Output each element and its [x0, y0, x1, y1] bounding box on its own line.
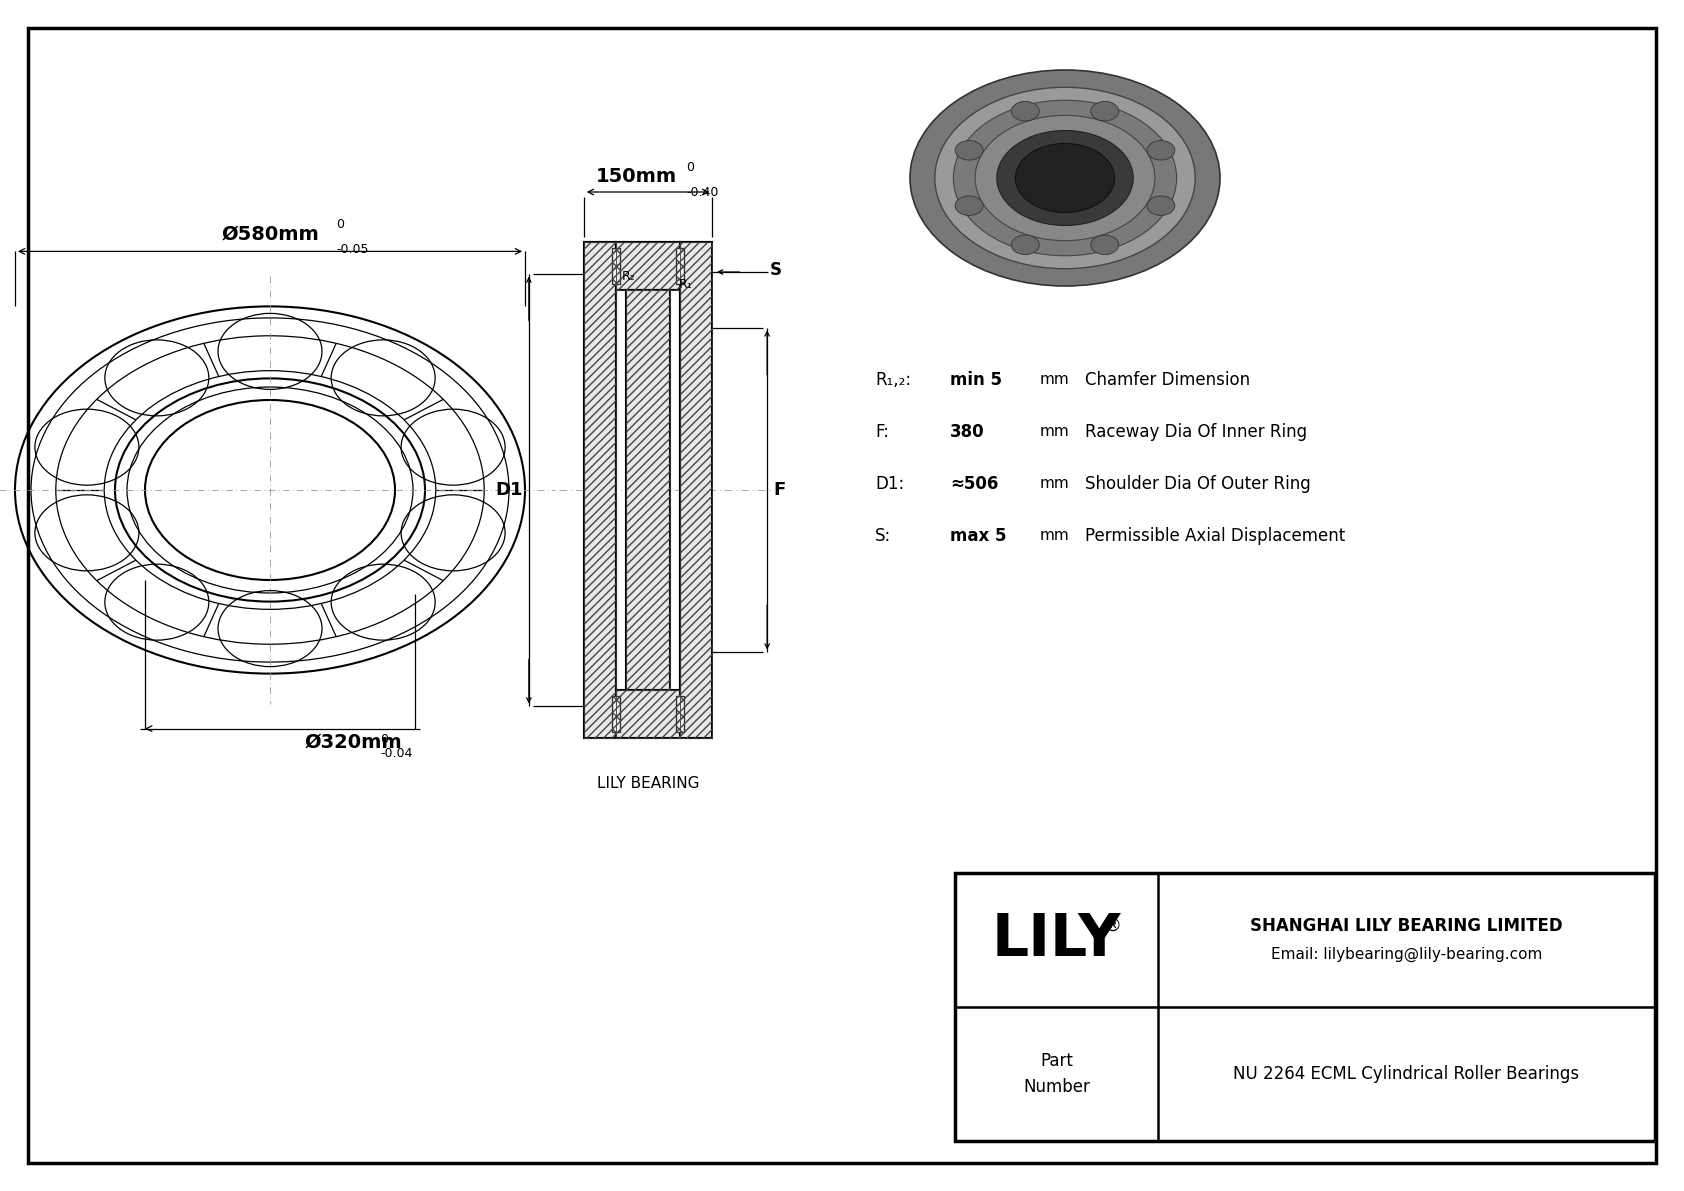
Text: 150mm: 150mm [596, 167, 677, 186]
Bar [584, 242, 616, 738]
Bar [677, 248, 684, 283]
Text: F:: F: [876, 423, 889, 441]
Bar [626, 289, 670, 690]
Ellipse shape [997, 131, 1133, 225]
Text: ®: ® [1103, 917, 1122, 935]
Text: Raceway Dia Of Inner Ring: Raceway Dia Of Inner Ring [1084, 423, 1307, 441]
Bar [611, 248, 620, 283]
Ellipse shape [955, 141, 983, 160]
Text: ≈506: ≈506 [950, 475, 999, 493]
Text: -0.04: -0.04 [381, 747, 413, 760]
Text: mm: mm [1041, 424, 1069, 439]
Ellipse shape [909, 70, 1219, 286]
Ellipse shape [953, 100, 1177, 256]
Text: LILY BEARING: LILY BEARING [596, 777, 699, 791]
Ellipse shape [1091, 235, 1118, 255]
Text: S: S [770, 261, 781, 279]
Text: R₂: R₂ [621, 269, 635, 282]
Text: S:: S: [876, 526, 891, 545]
Text: D1: D1 [495, 481, 522, 499]
Ellipse shape [1012, 101, 1039, 121]
Bar [680, 242, 712, 738]
Bar [677, 248, 684, 283]
Bar [616, 242, 680, 289]
Text: 380: 380 [950, 423, 985, 441]
Text: F: F [773, 481, 785, 499]
Bar [616, 242, 680, 289]
Bar [584, 242, 616, 738]
Text: R₁,₂:: R₁,₂: [876, 372, 911, 389]
Text: 0: 0 [337, 218, 344, 231]
Bar [611, 696, 620, 732]
Text: Chamfer Dimension: Chamfer Dimension [1084, 372, 1250, 389]
Ellipse shape [975, 116, 1155, 241]
Text: mm: mm [1041, 476, 1069, 492]
Bar [955, 873, 1655, 1141]
Ellipse shape [1147, 197, 1175, 216]
Bar [680, 242, 712, 738]
Text: Shoulder Dia Of Outer Ring: Shoulder Dia Of Outer Ring [1084, 475, 1310, 493]
Ellipse shape [1147, 141, 1175, 160]
Text: -0.05: -0.05 [337, 243, 369, 256]
Text: Ø580mm: Ø580mm [221, 224, 318, 243]
Bar [611, 248, 620, 283]
Text: Ø320mm: Ø320mm [305, 732, 402, 752]
Text: mm: mm [1041, 529, 1069, 543]
Ellipse shape [955, 197, 983, 216]
Text: min 5: min 5 [950, 372, 1002, 389]
Text: mm: mm [1041, 373, 1069, 387]
Ellipse shape [1015, 143, 1115, 212]
Ellipse shape [935, 87, 1196, 269]
Text: Permissible Axial Displacement: Permissible Axial Displacement [1084, 526, 1346, 545]
Text: SHANGHAI LILY BEARING LIMITED: SHANGHAI LILY BEARING LIMITED [1250, 917, 1563, 935]
Ellipse shape [1012, 235, 1039, 255]
Bar [626, 289, 670, 690]
Bar [611, 696, 620, 732]
Text: R₁: R₁ [679, 279, 692, 292]
Bar [616, 690, 680, 738]
Text: 0: 0 [381, 732, 387, 746]
Text: -0.40: -0.40 [685, 186, 719, 199]
Bar [677, 696, 684, 732]
Ellipse shape [1091, 101, 1118, 121]
Text: LILY: LILY [992, 911, 1122, 968]
Text: Email: lilybearing@lily-bearing.com: Email: lilybearing@lily-bearing.com [1271, 947, 1543, 961]
Text: D1:: D1: [876, 475, 904, 493]
Text: Part
Number: Part Number [1024, 1053, 1090, 1096]
Text: NU 2264 ECML Cylindrical Roller Bearings: NU 2264 ECML Cylindrical Roller Bearings [1233, 1065, 1580, 1083]
Text: 0: 0 [685, 161, 694, 174]
Text: max 5: max 5 [950, 526, 1007, 545]
Bar [677, 696, 684, 732]
Bar [616, 690, 680, 738]
